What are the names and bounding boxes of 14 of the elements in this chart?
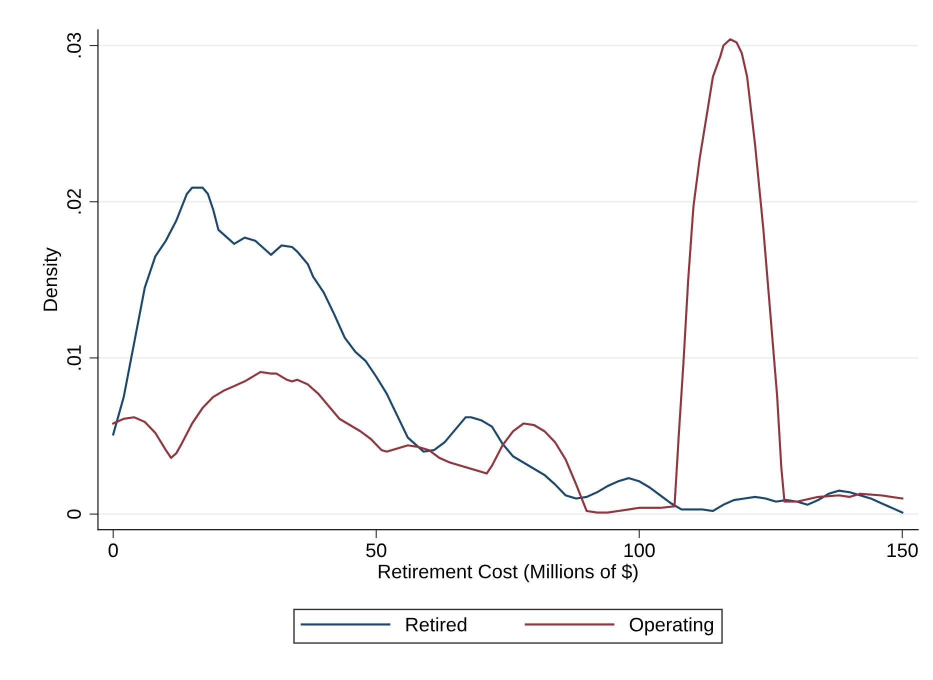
y-tick-label: .01 (67, 345, 81, 370)
x-tick-label: 0 (108, 543, 118, 558)
legend-label: Operating (630, 617, 714, 636)
x-axis-title: Retirement Cost (Millions of $) (378, 564, 638, 582)
line-series (112, 38, 904, 514)
y-tick-label: 0 (67, 509, 81, 519)
y-axis-title: Density (42, 247, 62, 311)
y-tick-label: .02 (67, 189, 81, 214)
y-tick-label: .03 (67, 32, 81, 58)
x-tick-label: 150 (888, 543, 918, 558)
x-tick-label: 50 (366, 543, 386, 558)
legend-label: Retired (406, 617, 466, 632)
x-tick-label: 100 (624, 543, 655, 558)
line-series (112, 186, 904, 514)
